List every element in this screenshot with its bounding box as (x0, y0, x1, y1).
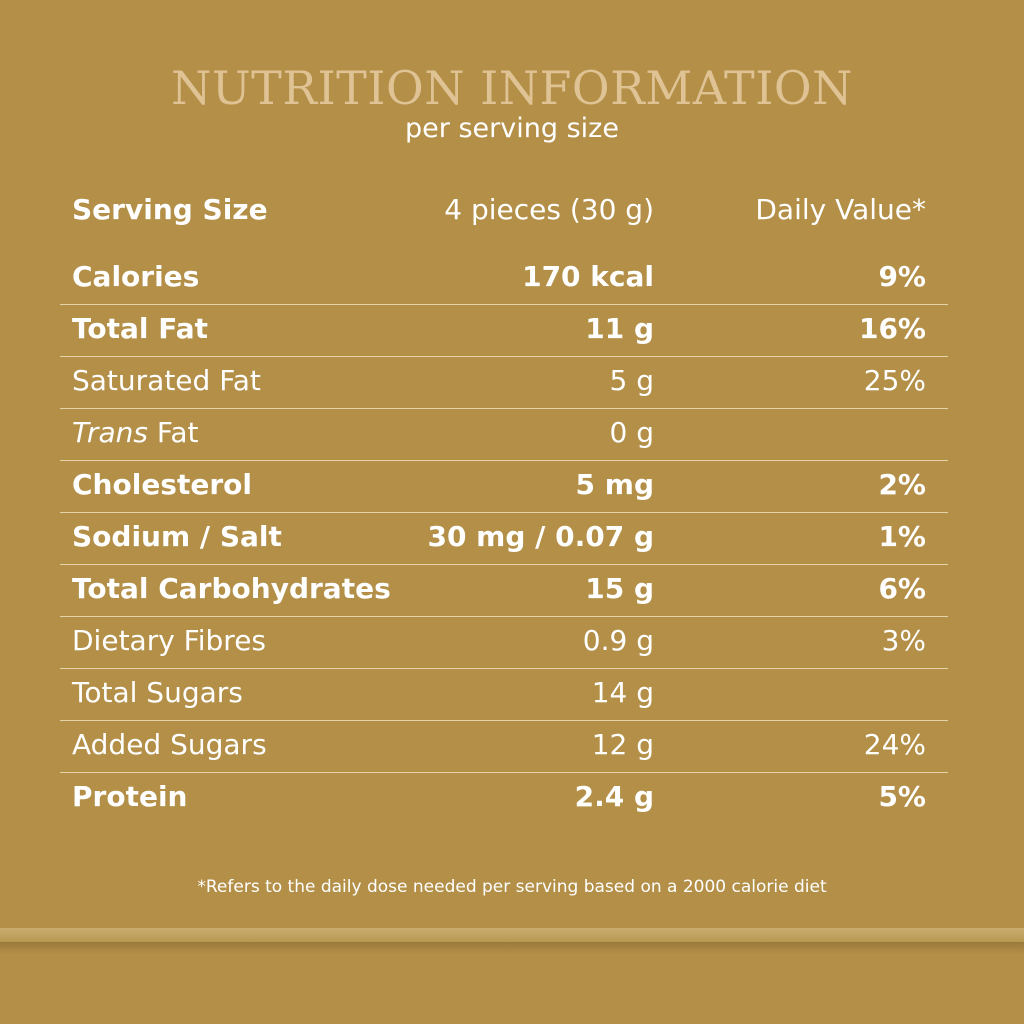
nutrient-name: Total Fat (72, 312, 209, 345)
nutrient-amount: 2.4 g (574, 780, 654, 813)
label-subtitle: per serving size (405, 113, 619, 144)
nutrient-daily-value: 16% (858, 312, 926, 345)
serving-size-value: 4 pieces (30 g) (444, 193, 654, 226)
nutrient-name: Protein (72, 780, 188, 813)
nutrient-name: Added Sugars (72, 728, 267, 761)
nutrient-daily-value: 2% (878, 468, 926, 501)
nutrient-amount: 5 mg (575, 468, 654, 501)
nutrient-amount: 12 g (591, 728, 654, 761)
nutrient-row-trans-fat: Trans Fat 0 g (60, 408, 948, 461)
serving-size-row: Serving Size 4 pieces (30 g) Daily Value… (60, 185, 948, 237)
nutrient-name: Saturated Fat (72, 364, 261, 397)
nutrient-name: Dietary Fibres (72, 624, 267, 657)
nutrient-daily-value: 24% (863, 728, 926, 761)
nutrient-daily-value: 3% (881, 624, 926, 657)
nutrient-name: Total Carbohydrates (72, 572, 391, 605)
nutrient-amount: 15 g (585, 572, 654, 605)
nutrient-daily-value: 5% (878, 780, 926, 813)
daily-value-header: Daily Value* (755, 193, 926, 226)
nutrient-row-cholesterol: Cholesterol 5 mg 2% (60, 460, 948, 513)
nutrient-daily-value: 6% (878, 572, 926, 605)
nutrient-daily-value: 25% (863, 364, 926, 397)
nutrient-row-total-sugars: Total Sugars 14 g (60, 668, 948, 721)
nutrient-name: Trans Fat (72, 408, 199, 458)
nutrient-daily-value: 1% (878, 520, 926, 553)
serving-size-label: Serving Size (72, 193, 268, 226)
nutrient-amount: 170 kcal (522, 260, 654, 293)
nutrient-name-rest: Fat (147, 416, 199, 449)
nutrient-name: Cholesterol (72, 468, 252, 501)
nutrient-amount: 14 g (591, 676, 654, 709)
daily-value-footnote: *Refers to the daily dose needed per ser… (197, 877, 827, 897)
nutrient-row-total-carbohydrates: Total Carbohydrates 15 g 6% (60, 564, 948, 617)
nutrient-name-italic: Trans (72, 416, 148, 449)
nutrient-name: Total Sugars (72, 676, 243, 709)
band-highlight (0, 928, 1024, 942)
band-shadow (0, 942, 1024, 954)
nutrient-amount: 0.9 g (582, 624, 654, 657)
nutrient-row-sodium-salt: Sodium / Salt 30 mg / 0.07 g 1% (60, 512, 948, 565)
nutrient-name: Sodium / Salt (72, 520, 282, 553)
nutrient-row-calories: Calories 170 kcal 9% (60, 252, 948, 305)
nutrient-amount: 11 g (585, 312, 654, 345)
nutrient-daily-value: 9% (878, 260, 926, 293)
nutrient-row-added-sugars: Added Sugars 12 g 24% (60, 720, 948, 773)
nutrient-amount: 5 g (609, 364, 655, 397)
nutrient-row-saturated-fat: Saturated Fat 5 g 25% (60, 356, 948, 409)
nutrient-amount: 0 g (609, 416, 655, 449)
label-title: NUTRITION INFORMATION (171, 61, 853, 115)
nutrient-name: Calories (72, 260, 200, 293)
nutrient-row-dietary-fibres: Dietary Fibres 0.9 g 3% (60, 616, 948, 669)
nutrient-amount: 30 mg / 0.07 g (427, 520, 654, 553)
nutrient-row-total-fat: Total Fat 11 g 16% (60, 304, 948, 357)
nutrient-row-protein: Protein 2.4 g 5% (60, 772, 948, 824)
